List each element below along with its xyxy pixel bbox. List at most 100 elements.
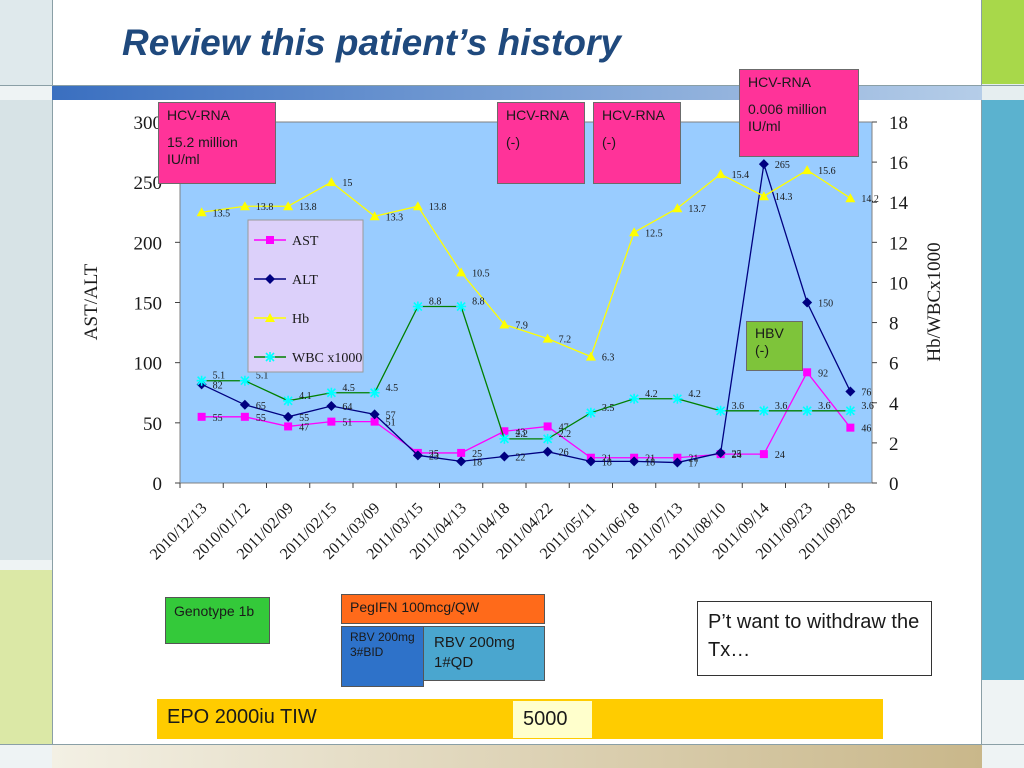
ast-data-label: 25 [429, 449, 439, 460]
alt-data-label: 23 [429, 451, 439, 462]
hb-data-label: 14.2 [861, 194, 879, 205]
wbc-x1000-point [196, 375, 207, 386]
alt-data-label: 17 [688, 459, 698, 470]
header-rule [0, 85, 1024, 86]
ast-data-label: 24 [732, 450, 742, 461]
alt-point [499, 451, 510, 462]
pegifn-box: PegIFN 100mcg/QW [341, 594, 545, 624]
series-line-alt [201, 163, 851, 464]
series-line-wbc-x1000 [201, 305, 851, 440]
left-frame-green-block [0, 570, 52, 745]
alt-data-label: 18 [472, 457, 482, 468]
epo-label: EPO 2000iu TIW [167, 706, 317, 728]
footer-rule [0, 744, 1024, 745]
legend-marker-ast [266, 236, 274, 244]
ast-data-label: 21 [645, 454, 655, 465]
alt-point [845, 386, 856, 397]
rbv-1qd-box: RBV 200mg 1#QD [423, 626, 545, 681]
frame-divider-left [52, 0, 53, 768]
wbc-x1000-data-label: 3.6 [732, 401, 745, 412]
alt-point [802, 297, 813, 308]
alt-point [283, 411, 294, 422]
hb-point [629, 227, 640, 237]
series-line-ast [201, 371, 851, 459]
wbc-x1000-data-label: 5.1 [256, 371, 269, 382]
right-frame-green-block [982, 0, 1024, 84]
ast-data-label: 47 [299, 422, 309, 433]
y2-tick-label: 8 [889, 314, 899, 335]
alt-point [369, 409, 380, 420]
hbv-box: HBV (-) [746, 321, 803, 371]
hb-point [326, 177, 337, 187]
alt-data-label: 18 [645, 457, 655, 468]
wbc-x1000-point [672, 393, 683, 404]
hb-point [412, 201, 423, 211]
hb-point [758, 191, 769, 201]
y2-tick-label: 16 [889, 153, 908, 174]
y-tick-label: 300 [134, 113, 163, 134]
wbc-x1000-point [845, 405, 856, 416]
legend-label-ast: AST [292, 234, 319, 249]
y2-tick-label: 4 [889, 394, 899, 415]
ast-point [457, 448, 466, 457]
sparkle-icon [907, 14, 973, 76]
ast-point [500, 427, 509, 436]
legend-label-alt: ALT [292, 273, 318, 288]
y-tick-label: 100 [134, 354, 163, 375]
hcv-rna-box-3-value: (-) [602, 134, 616, 150]
frame-divider-right [981, 0, 982, 768]
alt-data-label: 26 [559, 448, 569, 459]
wbc-x1000-data-label: 2.2 [515, 429, 528, 440]
hb-data-label: 15 [342, 178, 352, 189]
slide-title: Review this patient’s history [122, 22, 621, 63]
hb-data-label: 15.6 [818, 166, 836, 177]
patient-withdraw-note: P’t want to withdraw the Tx… [697, 601, 932, 676]
alt-point [672, 457, 683, 468]
left-frame-mid-block [0, 100, 52, 560]
alt-point [585, 456, 596, 467]
hcv-rna-box-4-value: 0.006 million IU/ml [748, 101, 827, 134]
alt-data-label: 64 [342, 402, 352, 413]
hb-data-label: 7.2 [559, 335, 572, 346]
ast-point [370, 417, 379, 426]
alt-point [629, 456, 640, 467]
hcv-rna-box-3: HCV-RNA (-) [593, 102, 681, 184]
legend-marker-hb [265, 313, 275, 322]
hb-data-label: 13.5 [213, 208, 231, 219]
y-tick-label: 150 [134, 294, 163, 315]
alt-point [456, 456, 467, 467]
legend-label-wbc-x1000: WBC x1000 [292, 351, 362, 366]
y2-axis-title: Hb/WBCx1000 [924, 242, 945, 361]
y2-tick-label: 6 [889, 354, 899, 375]
wbc-x1000-data-label: 4.2 [645, 389, 658, 400]
wbc-x1000-data-label: 4.1 [299, 391, 312, 402]
ast-point [284, 422, 293, 431]
wbc-x1000-point [283, 395, 294, 406]
alt-data-label: 22 [515, 453, 525, 464]
hcv-rna-box-3-title: HCV-RNA [602, 107, 666, 123]
wbc-x1000-data-label: 4.5 [386, 383, 399, 394]
hb-data-label: 7.9 [515, 321, 528, 332]
ast-point [240, 412, 249, 421]
wbc-x1000-data-label: 8.8 [429, 297, 442, 308]
ast-data-label: 21 [602, 454, 612, 465]
wbc-x1000-data-label: 3.6 [861, 401, 874, 412]
hb-data-label: 6.3 [602, 353, 615, 364]
hcv-rna-box-2-title: HCV-RNA [506, 107, 570, 123]
y2-tick-label: 0 [889, 474, 899, 495]
y-tick-label: 250 [134, 173, 163, 194]
ast-data-label: 92 [818, 368, 828, 379]
y2-tick-label: 14 [889, 193, 909, 214]
alt-data-label: 57 [386, 410, 396, 421]
hb-point [672, 203, 683, 213]
hb-point [542, 333, 553, 343]
wbc-x1000-data-label: 2.2 [559, 429, 572, 440]
wbc-x1000-point [326, 387, 337, 398]
alt-data-label: 65 [256, 401, 266, 412]
ast-data-label: 51 [342, 418, 352, 429]
y-tick-label: 0 [153, 474, 163, 495]
alt-data-label: 76 [861, 388, 871, 399]
hb-point [715, 169, 726, 179]
ast-point [543, 422, 552, 431]
alt-point [758, 159, 769, 170]
